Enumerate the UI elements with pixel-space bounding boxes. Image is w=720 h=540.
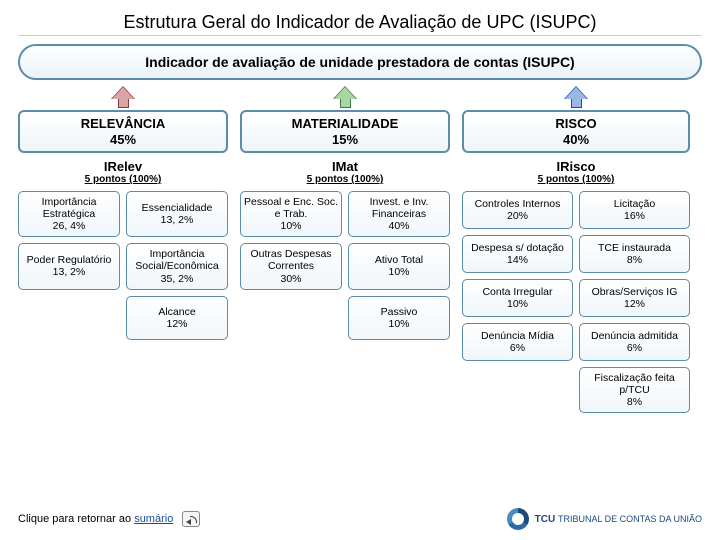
category-header: RELEVÂNCIA45% <box>18 110 228 153</box>
indicator-code: IRelev <box>18 159 228 174</box>
empty-cell <box>462 367 573 413</box>
metric-cell: Outras Despesas Correntes30% <box>240 243 342 289</box>
org-short: TCU <box>535 514 556 525</box>
column-3: RISCO40% IRisco5 pontos (100%) Controles I… <box>462 86 690 413</box>
metric-cell: Licitação16% <box>579 191 690 229</box>
column-1: RELEVÂNCIA45% IRelev5 pontos (100%) Import… <box>18 86 228 413</box>
metric-cell: Fiscalização feita p/TCU8% <box>579 367 690 413</box>
indicator-code: IMat <box>240 159 450 174</box>
return-prefix: Clique para retornar ao <box>18 513 134 525</box>
indicator-code: IRisco <box>462 159 690 174</box>
metric-cell: Pessoal e Enc. Soc. e Trab.10% <box>240 191 342 237</box>
points-label: 5 pontos (100%) <box>462 174 690 185</box>
logo-mark-icon <box>507 508 529 530</box>
metric-cell: Importância Estratégica26, 4% <box>18 191 120 237</box>
metric-cell: Despesa s/ dotação14% <box>462 235 573 273</box>
metric-cell: Poder Regulatório13, 2% <box>18 243 120 289</box>
empty-cell <box>240 296 342 340</box>
footer: Clique para retornar ao sumário TCU TRIB… <box>18 508 702 530</box>
metric-cell: Obras/Serviços IG12% <box>579 279 690 317</box>
cells-grid: Pessoal e Enc. Soc. e Trab.10%Invest. e … <box>240 191 450 339</box>
columns-container: RELEVÂNCIA45%IRelev5 pontos (100%)Import… <box>18 86 702 413</box>
metric-cell: Passivo10% <box>348 296 450 340</box>
return-link-wrap[interactable]: Clique para retornar ao sumário <box>18 511 200 527</box>
summary-link[interactable]: sumário <box>134 513 173 525</box>
metric-cell: Invest. e Inv. Financeiras40% <box>348 191 450 237</box>
metric-cell: TCE instaurada8% <box>579 235 690 273</box>
column-2: MATERIALIDADE15% IMat5 pontos (100%) Pesso… <box>240 86 450 413</box>
empty-cell <box>18 296 120 340</box>
arrow-up-icon <box>18 86 228 108</box>
metric-cell: Alcance12% <box>126 296 228 340</box>
org-name: TRIBUNAL DE CONTAS DA UNIÃO <box>558 514 702 524</box>
metric-cell: Ativo Total10% <box>348 243 450 289</box>
main-indicator-pill: Indicador de avaliação de unidade presta… <box>18 44 702 80</box>
points-label: 5 pontos (100%) <box>240 174 450 185</box>
metric-cell: Denúncia Mídia6% <box>462 323 573 361</box>
metric-cell: Denúncia admitida6% <box>579 323 690 361</box>
cells-grid: Importância Estratégica26, 4%Essencialid… <box>18 191 228 339</box>
arrow-up-icon <box>240 86 450 108</box>
category-header: RISCO40% <box>462 110 690 153</box>
category-header: MATERIALIDADE15% <box>240 110 450 153</box>
arrow-up-icon <box>462 86 690 108</box>
page-title: Estrutura Geral do Indicador de Avaliaçã… <box>18 8 702 36</box>
points-label: 5 pontos (100%) <box>18 174 228 185</box>
metric-cell: Essencialidade13, 2% <box>126 191 228 237</box>
return-icon[interactable] <box>182 511 200 527</box>
cells-grid: Controles Internos20%Licitação16%Despesa… <box>462 191 690 413</box>
metric-cell: Importância Social/Econômica35, 2% <box>126 243 228 289</box>
metric-cell: Conta Irregular10% <box>462 279 573 317</box>
metric-cell: Controles Internos20% <box>462 191 573 229</box>
org-logo: TCU TRIBUNAL DE CONTAS DA UNIÃO <box>507 508 702 530</box>
